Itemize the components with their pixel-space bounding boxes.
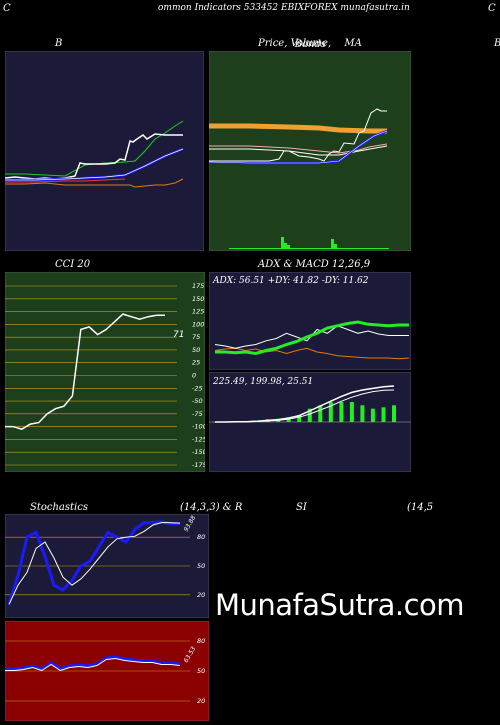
macd-histogram-bar xyxy=(360,405,365,422)
macd-histogram-bar xyxy=(297,415,302,422)
adx-minus-dy-line xyxy=(214,347,410,360)
cci-tick-label: -175 xyxy=(192,461,205,469)
macd-histogram-bar xyxy=(339,402,344,422)
stoch-d-line xyxy=(8,521,181,605)
cci-tick-label: 0 xyxy=(192,372,196,380)
price-title-ma: MA xyxy=(344,38,362,49)
cci-tick-label: 100 xyxy=(192,320,204,328)
macd-panel: 225.49, 199.98, 25.51 xyxy=(209,372,411,472)
cci-tick-label: 125 xyxy=(192,308,204,316)
rsi-grid-tick-label: 80 xyxy=(197,637,205,645)
bollinger-title: B xyxy=(55,38,63,49)
rsi-params: (14,5 xyxy=(407,502,434,513)
bollinger-chart xyxy=(5,51,204,251)
cci-tick-label: 75 xyxy=(192,333,200,341)
cci-tick-label: 150 xyxy=(192,295,204,303)
macd-readout: 225.49, 199.98, 25.51 xyxy=(212,377,313,387)
macd-histogram-bar xyxy=(381,407,386,422)
cci-tick-label: -75 xyxy=(192,410,203,418)
cci-last-label: 71 xyxy=(173,330,184,340)
macd-histogram-bar xyxy=(318,405,323,422)
cci-tick-label: 175 xyxy=(192,282,204,290)
cci-tick-label: -125 xyxy=(192,435,205,443)
rsi-grid-tick-label: 50 xyxy=(197,667,205,675)
cci-tick-label: -150 xyxy=(192,448,205,456)
adx-line xyxy=(215,320,409,356)
bb-middle-inner xyxy=(5,148,184,181)
cci-tick-label: 50 xyxy=(192,346,200,354)
macd-histogram-bar xyxy=(328,402,333,422)
cci-tick-label: -25 xyxy=(192,384,203,392)
price-title-overlap2: Bands xyxy=(294,39,326,50)
adx-readout: ADX: 56.51 +DY: 41.82 -DY: 11.62 xyxy=(212,276,369,286)
macd-line xyxy=(215,385,395,423)
volume-bars xyxy=(229,237,389,249)
price-title-overlap: Volume, Bands xyxy=(290,38,332,50)
cci-tick-label: -50 xyxy=(192,397,203,405)
bb-ma-red-line xyxy=(5,178,126,183)
macd-chart: 225.49, 199.98, 25.51 xyxy=(209,372,411,472)
rsi-signal-line xyxy=(5,657,181,672)
cci-tick-label: 25 xyxy=(192,359,200,367)
bb-upper-line xyxy=(5,120,184,177)
price-chart xyxy=(209,51,411,251)
adx-panel: ADX: 56.51 +DY: 41.82 -DY: 11.62 xyxy=(209,272,411,370)
header-right-letter: C xyxy=(488,3,496,14)
macd-histogram-bar xyxy=(392,405,396,422)
stoch-panel: 80 50 20 93.88 xyxy=(5,514,209,618)
cci-line xyxy=(5,313,165,431)
stoch-grid-tick-label: 50 xyxy=(197,562,205,570)
stoch-k-line xyxy=(7,520,180,605)
right-edge-letter: B xyxy=(494,38,500,49)
stoch-grid-tick-label: 20 xyxy=(197,591,205,599)
price-title: Price, Volume, Bands MA xyxy=(258,38,362,50)
macd-histogram-bar xyxy=(370,408,375,422)
bollinger-panel xyxy=(5,51,204,251)
adx-chart: ADX: 56.51 +DY: 41.82 -DY: 11.62 xyxy=(209,272,411,370)
macd-histogram-bar xyxy=(307,408,312,422)
stoch-grid-tick-label: 80 xyxy=(197,533,205,541)
cci-tick-label: -100 xyxy=(192,423,205,431)
price-line xyxy=(209,108,387,162)
adx-title: ADX & MACD 12,26,9 xyxy=(258,259,371,270)
cci-title: CCI 20 xyxy=(55,259,91,270)
stoch-params: (14,3,3) & R xyxy=(180,502,243,513)
rsi-panel: 80 50 20 63.53 xyxy=(5,621,209,721)
ma-blue-inner xyxy=(209,130,388,164)
rsi-title: SI xyxy=(296,502,307,513)
bb-price-line xyxy=(5,133,183,180)
bb-lower-line xyxy=(5,178,184,188)
header-left-letter: C xyxy=(3,3,11,14)
cci-chart: 175 150 125 100 75 50 25 0 -25 -50 -75 -100 -125 -150… xyxy=(5,272,205,472)
ma-orange-band xyxy=(209,123,387,134)
cci-panel: 175 150 125 100 75 50 25 0 -25 -50 -75 -100 -125 -150… xyxy=(5,272,205,472)
macd-histogram-bar xyxy=(286,417,291,422)
macd-histogram-bar xyxy=(349,402,354,422)
rsi-grid-tick-label: 20 xyxy=(197,697,205,705)
rsi-line xyxy=(5,655,181,671)
ma-white-line xyxy=(209,145,388,156)
watermark: MunafaSutra.com xyxy=(215,588,465,622)
price-panel xyxy=(209,51,411,251)
header-title: ommon Indicators 533452 EBIXFOREX munafa… xyxy=(158,3,410,13)
ma-pink-line xyxy=(209,143,388,154)
stoch-title: Stochastics xyxy=(30,502,88,513)
price-title-text: Price, xyxy=(258,38,288,49)
